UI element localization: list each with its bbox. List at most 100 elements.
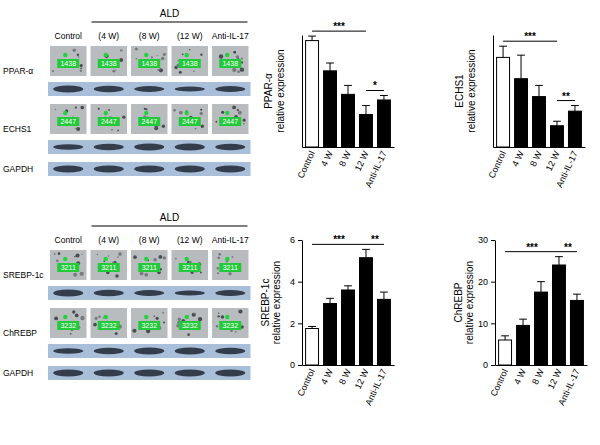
band (134, 166, 164, 173)
significance-label: ** (564, 242, 572, 253)
spot-id: 2447 (222, 118, 238, 125)
spot-speck (119, 58, 123, 62)
spot-background (131, 104, 168, 134)
spot-image: 3211 (91, 250, 128, 280)
spot-speck (154, 126, 158, 130)
spot-image: 1438 (50, 46, 87, 76)
x-tick-label: Control (296, 149, 317, 180)
column-header: (4 W) (98, 235, 119, 245)
error-cap (380, 292, 388, 293)
x-tick: 4 W (319, 147, 335, 168)
x-tick: 12 W (544, 147, 562, 173)
spot-speck (135, 47, 138, 50)
error-cap (499, 46, 507, 47)
y-axis-title: PPAR-αrelative expression (263, 49, 286, 132)
y-tick: 20 (478, 277, 495, 287)
spot-speck (217, 267, 219, 269)
spot-id: 1438 (101, 60, 117, 67)
row-label: SREBP-1c (3, 270, 44, 280)
spot-marker (185, 315, 189, 319)
bar (515, 79, 528, 147)
band (53, 289, 83, 296)
bar (306, 329, 319, 365)
band (175, 166, 205, 173)
spot-background (91, 46, 128, 76)
x-tick-label: Control (487, 149, 508, 180)
error-cap (519, 319, 527, 320)
error-whisker (523, 319, 524, 325)
spot-speck (56, 259, 59, 262)
group-header: ALD (160, 212, 179, 223)
spot-speck (240, 67, 244, 71)
group-line (92, 226, 248, 227)
spot-speck (238, 309, 242, 313)
spot-marker (185, 53, 189, 57)
spot-speck (98, 315, 101, 318)
band (94, 290, 124, 296)
spot-speck (122, 115, 125, 118)
spot-speck (162, 125, 165, 128)
spot-speck (73, 273, 77, 277)
spot-speck (70, 333, 72, 335)
spot-speck (182, 53, 184, 55)
spot-marker (104, 111, 108, 115)
x-tick-label: Anti-IL-17 (556, 367, 582, 407)
error-cap (537, 281, 545, 282)
spot-speck (80, 272, 84, 276)
error-whisker (505, 336, 506, 340)
spot-speck (156, 317, 159, 320)
error-bar (344, 85, 352, 94)
y-axis-line (302, 36, 303, 148)
spot-speck (78, 56, 80, 58)
spot-speck (193, 70, 194, 71)
spot-speck (95, 317, 98, 320)
spot-speck (80, 70, 82, 72)
spot-image: 3232 (91, 308, 128, 338)
spot-label-box (179, 321, 201, 330)
error-cap (362, 105, 370, 106)
spot-speck (163, 256, 166, 259)
spot-marker (104, 315, 108, 319)
spot-speck (215, 121, 217, 123)
error-bar (555, 257, 563, 265)
spot-speck (236, 55, 240, 59)
spot-speck (194, 313, 196, 315)
error-cap (308, 326, 316, 327)
band (53, 348, 83, 354)
spot-speck (108, 255, 109, 256)
spot-id: 1438 (141, 60, 157, 67)
x-tick-label: 12 W (544, 149, 562, 173)
band (175, 86, 205, 91)
spot-image: 3211 (131, 250, 168, 280)
spot-speck (218, 312, 219, 313)
error-bar (308, 326, 316, 328)
band (215, 370, 245, 377)
spot-speck (187, 333, 190, 336)
spot-background (91, 250, 128, 280)
error-bar (519, 319, 527, 325)
spot-speck (74, 256, 76, 258)
band (53, 370, 83, 377)
spot-speck (237, 109, 239, 111)
spot-speck (195, 128, 197, 130)
x-tick: Anti-IL-17 (554, 147, 580, 189)
band (175, 290, 205, 295)
x-axis-line (303, 365, 395, 366)
y-tick: 6 (290, 235, 302, 245)
column-header: Control (55, 235, 83, 245)
error-cap (535, 85, 543, 86)
row-label: GAPDH (3, 164, 33, 174)
error-cap (517, 55, 525, 56)
spot-label-box (138, 117, 160, 126)
spot-id: 2447 (182, 118, 198, 125)
row-label: ChREBP (3, 328, 37, 338)
x-tick-label: Control (296, 367, 317, 398)
bar (324, 304, 337, 365)
spot-id: 3232 (101, 322, 117, 329)
error-whisker (330, 298, 331, 303)
spot-speck (72, 310, 75, 313)
spot-speck (75, 107, 77, 109)
y-axis-title-line: ECHS1 (454, 74, 465, 108)
x-tick-label: Control (489, 367, 510, 398)
error-bar (553, 121, 561, 125)
